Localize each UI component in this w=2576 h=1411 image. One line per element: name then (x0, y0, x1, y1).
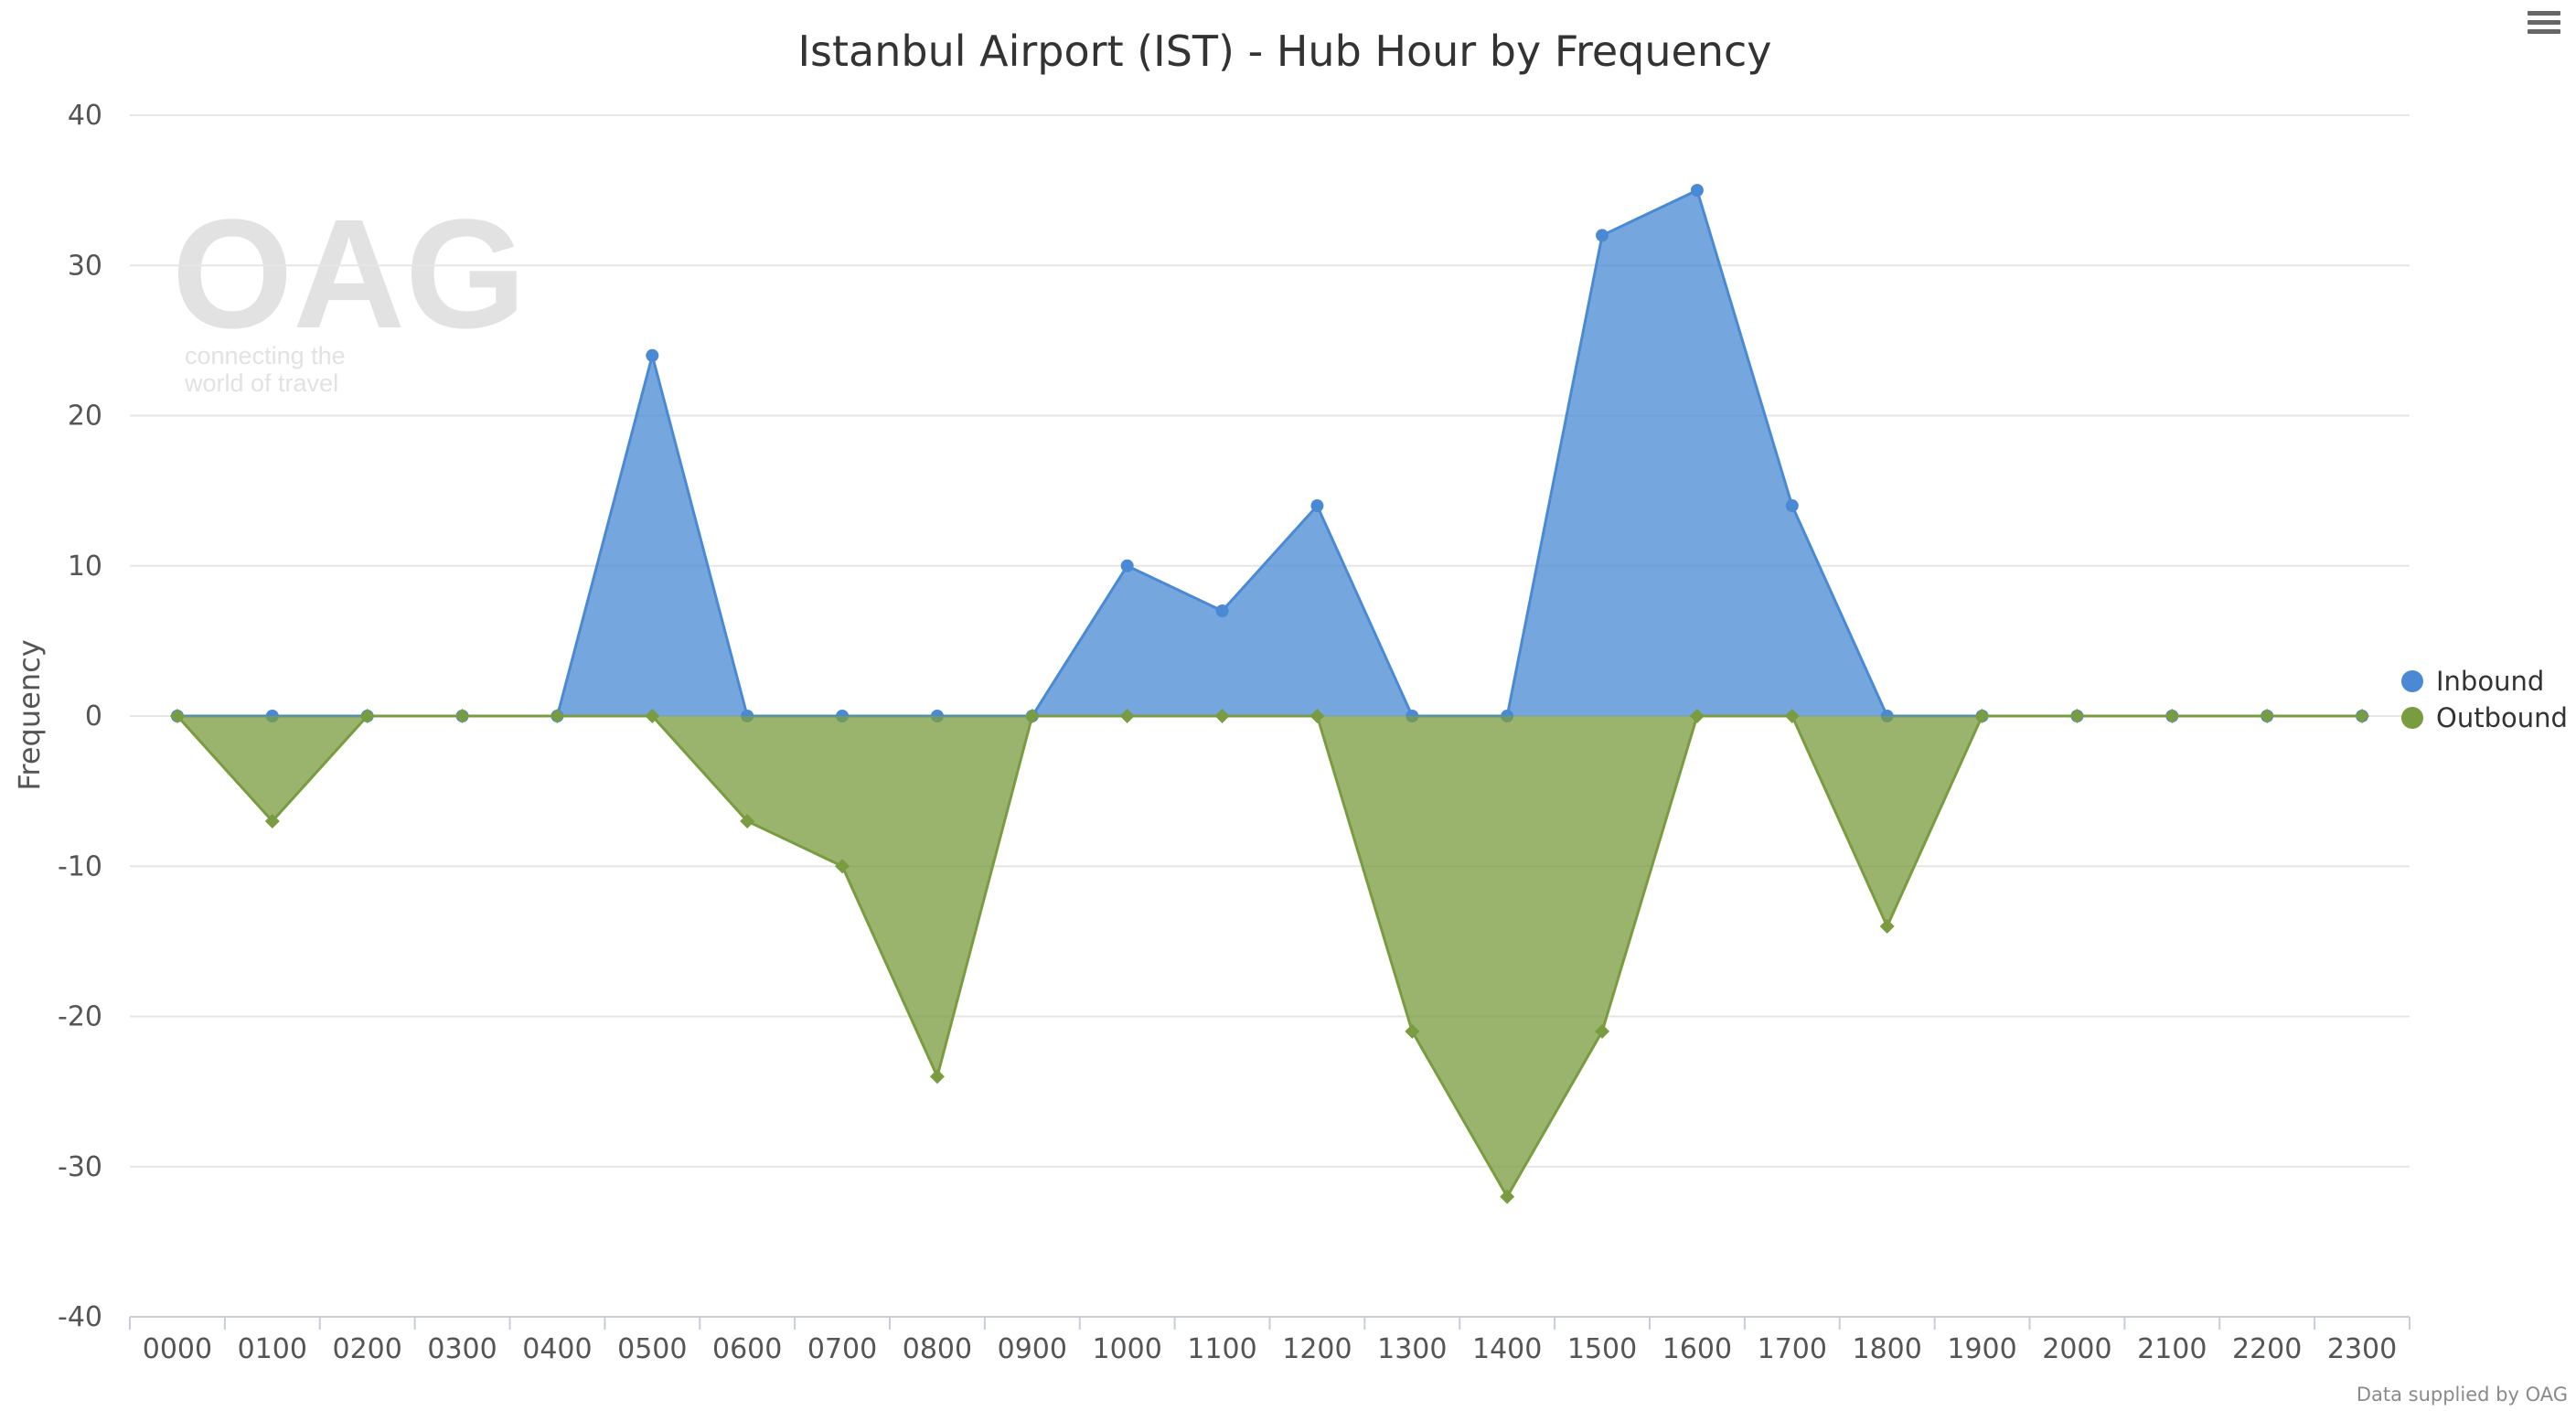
axes: 40 30 20 10 0 -10 -20 -30 -40 0000 0100 0200 0300 040… (58, 100, 2410, 1365)
watermark-tagline-1: connecting the (185, 342, 346, 369)
data-point[interactable] (2069, 709, 2085, 723)
x-tick-label: 0300 (427, 1333, 497, 1365)
data-point[interactable] (454, 709, 470, 723)
x-tick-label: 1400 (1472, 1333, 1542, 1365)
credit-text: Data supplied by OAG (2357, 1384, 2568, 1406)
data-point[interactable] (1879, 918, 1895, 934)
x-tick-label: 1700 (1758, 1333, 1827, 1365)
data-point[interactable] (1500, 1189, 1515, 1204)
data-point[interactable] (1215, 604, 1229, 618)
legend-label: Inbound (2436, 666, 2544, 697)
x-tick-label: 0200 (333, 1333, 402, 1365)
area-fill (176, 190, 2363, 716)
data-point[interactable] (1120, 559, 1134, 572)
data-point[interactable] (2164, 709, 2180, 723)
data-point[interactable] (2355, 709, 2370, 723)
x-tick-label: 2100 (2137, 1333, 2207, 1365)
data-point[interactable] (1310, 499, 1324, 513)
y-tick-label: -10 (58, 850, 102, 882)
x-tick-label: 2000 (2042, 1333, 2111, 1365)
y-tick-label: 30 (68, 250, 102, 282)
x-tick-label: 1600 (1662, 1333, 1732, 1365)
x-tick-label: 1300 (1377, 1333, 1447, 1365)
data-point[interactable] (2260, 709, 2275, 723)
data-point[interactable] (1309, 709, 1325, 723)
data-point[interactable] (1974, 709, 1990, 723)
data-point[interactable] (1214, 709, 1230, 723)
y-tick-label: -20 (58, 1001, 102, 1033)
series-line (176, 714, 2363, 1200)
data-point[interactable] (1785, 499, 1799, 513)
data-point[interactable] (1024, 709, 1040, 723)
legend-item-inbound[interactable]: Inbound (2401, 666, 2544, 697)
x-tick-label: 1200 (1282, 1333, 1352, 1365)
chart-title: Istanbul Airport (IST) - Hub Hour by Fre… (797, 27, 1771, 76)
oag-watermark-logo: OAG connecting the world of travel (172, 187, 526, 397)
legend: Inbound Outbound (2401, 666, 2568, 733)
x-tick-label: 1900 (1947, 1333, 2016, 1365)
x-tick-label: 2200 (2232, 1333, 2302, 1365)
x-tick-label: 0700 (807, 1333, 877, 1365)
data-point[interactable] (1690, 184, 1704, 198)
x-tick-label: 2300 (2327, 1333, 2397, 1365)
data-point[interactable] (550, 709, 565, 723)
area-fill (176, 716, 2363, 1197)
x-tick-label: 0400 (522, 1333, 592, 1365)
watermark-tagline-2: world of travel (184, 369, 338, 397)
data-point[interactable] (169, 709, 185, 723)
x-tick-label: 1800 (1853, 1333, 1922, 1365)
data-point[interactable] (359, 709, 375, 723)
data-point[interactable] (740, 813, 755, 828)
legend-marker (2401, 670, 2423, 692)
data-point[interactable] (1595, 1023, 1610, 1039)
data-point[interactable] (835, 859, 850, 874)
series-outbound (169, 709, 2370, 1204)
y-tick-label: 40 (68, 100, 102, 132)
x-tick-label: 0800 (903, 1333, 972, 1365)
data-point[interactable] (1596, 229, 1609, 242)
y-tick-label: -40 (58, 1301, 102, 1333)
hamburger-menu-icon[interactable] (2524, 7, 2564, 40)
data-point[interactable] (1784, 709, 1800, 723)
legend-marker (2401, 707, 2423, 729)
y-tick-label: 20 (68, 401, 102, 433)
x-tick-label: 0000 (143, 1333, 212, 1365)
x-tick-label: 0500 (617, 1333, 687, 1365)
data-point[interactable] (264, 813, 280, 828)
y-tick-label: 10 (68, 551, 102, 583)
data-point[interactable] (645, 709, 660, 723)
x-tick-label: 0600 (712, 1333, 782, 1365)
data-point[interactable] (1119, 709, 1135, 723)
y-tick-label: 0 (85, 700, 102, 732)
data-point[interactable] (1405, 1023, 1420, 1039)
data-point[interactable] (646, 348, 659, 362)
legend-label: Outbound (2436, 702, 2568, 733)
watermark-brand: OAG (172, 187, 526, 361)
x-tick-label: 0100 (238, 1333, 307, 1365)
y-tick-label: -30 (58, 1151, 102, 1183)
legend-item-outbound[interactable]: Outbound (2401, 702, 2568, 733)
data-point[interactable] (929, 1069, 945, 1085)
y-axis-title: Frequency (12, 639, 47, 790)
x-tick-label: 1000 (1093, 1333, 1162, 1365)
x-tick-label: 0900 (998, 1333, 1067, 1365)
series-layer (169, 184, 2370, 1204)
x-tick-label: 1500 (1567, 1333, 1637, 1365)
data-point[interactable] (1689, 709, 1705, 723)
x-tick-label: 1100 (1187, 1333, 1256, 1365)
